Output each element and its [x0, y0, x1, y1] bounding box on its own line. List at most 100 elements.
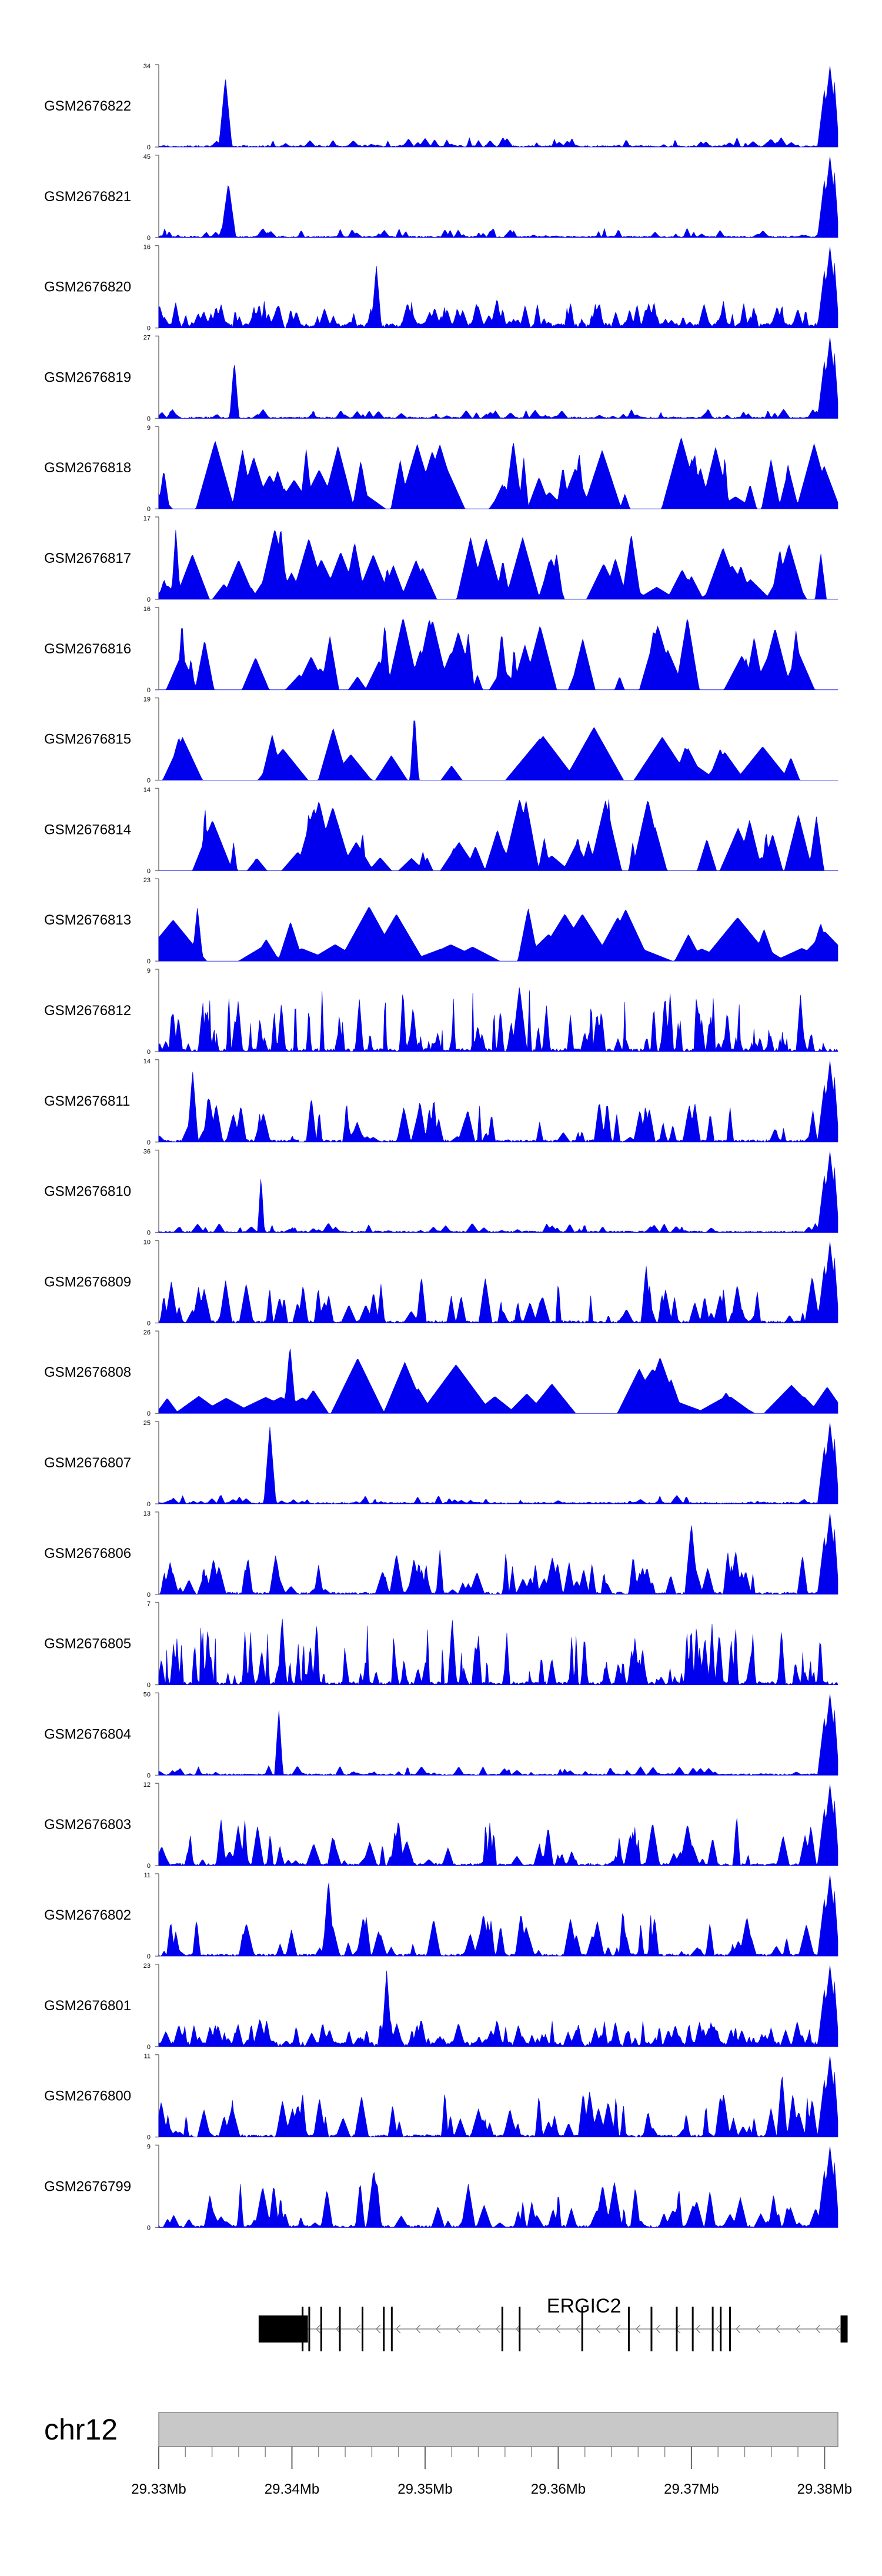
y-max-label: 9 [147, 425, 151, 432]
y-max-label: 11 [144, 2053, 151, 2060]
track-label: GSM2676820 [44, 279, 131, 295]
track-label: GSM2676818 [44, 460, 131, 476]
exon [383, 2307, 385, 2351]
strand-chevron [475, 2324, 481, 2334]
track-label: GSM2676814 [44, 822, 131, 837]
y-max-label: 45 [143, 154, 151, 161]
y-max-label: 13 [143, 1510, 151, 1517]
coverage-track: GSM2676816 16 0 [44, 606, 838, 694]
y-min-label: 0 [147, 2044, 151, 2051]
y-max-label: 27 [143, 334, 151, 341]
y-min-label: 0 [147, 235, 151, 242]
coverage-area [158, 987, 838, 1052]
track-label: GSM2676812 [44, 1003, 131, 1019]
coverage-track: GSM2676809 10 0 [44, 1239, 838, 1327]
y-min-label: 0 [147, 1772, 151, 1779]
strand-chevron [835, 2324, 841, 2334]
y-min-label: 0 [147, 325, 151, 332]
y-min-label: 0 [147, 1410, 151, 1417]
coverage-track: GSM2676818 9 0 [44, 425, 838, 513]
exon [650, 2307, 653, 2351]
y-max-label: 26 [143, 1329, 151, 1336]
exon [729, 2307, 731, 2351]
coverage-track: GSM2676800 11 0 [44, 2053, 838, 2141]
coverage-area [158, 1513, 838, 1595]
coverage-track: GSM2676808 26 0 [44, 1329, 838, 1417]
coverage-track: GSM2676815 19 0 [44, 696, 838, 785]
y-min-label: 0 [147, 506, 151, 513]
coverage-track: GSM2676805 7 0 [44, 1601, 838, 1689]
coverage-track: GSM2676822 34 0 [44, 63, 838, 151]
y-min-label: 0 [147, 1320, 151, 1327]
strand-chevron [735, 2324, 741, 2334]
exon [691, 2307, 694, 2351]
y-min-label: 0 [147, 1139, 151, 1146]
strand-chevron [455, 2324, 461, 2334]
y-min-label: 0 [147, 415, 151, 422]
track-label: GSM2676817 [44, 550, 131, 566]
coverage-track: GSM2676813 23 0 [44, 877, 838, 965]
strand-chevron [315, 2324, 321, 2334]
track-label: GSM2676811 [44, 1093, 130, 1109]
track-label: GSM2676822 [44, 98, 131, 114]
x-tick-label: 29.35Mb [397, 2481, 452, 2497]
y-min-label: 0 [147, 144, 151, 151]
coverage-track: GSM2676821 45 0 [44, 154, 838, 242]
coverage-area [158, 437, 838, 509]
coverage-area [158, 2146, 838, 2228]
x-tick-label: 29.33Mb [131, 2481, 186, 2497]
strand-chevron [495, 2324, 501, 2334]
y-min-label: 0 [147, 1501, 151, 1508]
y-max-label: 14 [143, 786, 151, 793]
strand-chevron [755, 2324, 761, 2334]
coverage-area [158, 246, 838, 329]
exon [258, 2315, 308, 2343]
track-label: GSM2676815 [44, 732, 131, 748]
track-label: GSM2676806 [44, 1546, 131, 1561]
track-label: GSM2676807 [44, 1455, 131, 1471]
strand-chevron [795, 2324, 801, 2334]
y-max-label: 16 [143, 244, 151, 251]
coverage-track: GSM2676802 11 0 [44, 1872, 838, 1960]
coverage-area [158, 2056, 838, 2138]
strand-chevron [535, 2324, 541, 2334]
strand-chevron [615, 2324, 621, 2334]
coverage-area [158, 1619, 838, 1686]
strand-chevron [655, 2324, 661, 2334]
coverage-area [158, 907, 838, 962]
y-min-label: 0 [147, 687, 151, 694]
strand-chevron [595, 2324, 601, 2334]
track-label: GSM2676819 [44, 369, 131, 385]
track-label: GSM2676800 [44, 2088, 131, 2104]
y-min-label: 0 [147, 867, 151, 875]
strand-chevron [415, 2324, 421, 2334]
y-max-label: 25 [143, 1420, 151, 1427]
coverage-area [158, 337, 838, 419]
coverage-track: GSM2676807 25 0 [44, 1420, 838, 1508]
y-max-label: 10 [143, 1239, 151, 1246]
track-label: GSM2676813 [44, 912, 131, 928]
exon [676, 2307, 678, 2351]
y-min-label: 0 [147, 778, 151, 785]
exon [711, 2307, 714, 2351]
coverage-area [159, 720, 838, 780]
x-tick-label: 29.36Mb [531, 2481, 586, 2497]
y-min-label: 0 [147, 958, 151, 965]
x-tick-label: 29.34Mb [265, 2481, 319, 2497]
y-max-label: 23 [143, 877, 151, 884]
y-max-label: 19 [143, 696, 151, 703]
exon [501, 2307, 503, 2351]
coverage-track: GSM2676814 14 0 [44, 786, 838, 875]
exon [581, 2307, 583, 2351]
coverage-area [159, 799, 838, 871]
exon [339, 2307, 341, 2351]
coverage-tracks: GSM2676822340GSM2676821450GSM2676820160G… [44, 63, 838, 2231]
coverage-track: GSM2676817 17 0 [44, 515, 838, 603]
chromosome-ideogram [158, 2412, 838, 2447]
track-label: GSM2676801 [44, 1998, 131, 2014]
coverage-track: GSM2676801 23 0 [44, 1963, 838, 2051]
strand-chevron [815, 2324, 821, 2334]
y-min-label: 0 [147, 596, 151, 603]
strand-chevron [775, 2324, 781, 2334]
